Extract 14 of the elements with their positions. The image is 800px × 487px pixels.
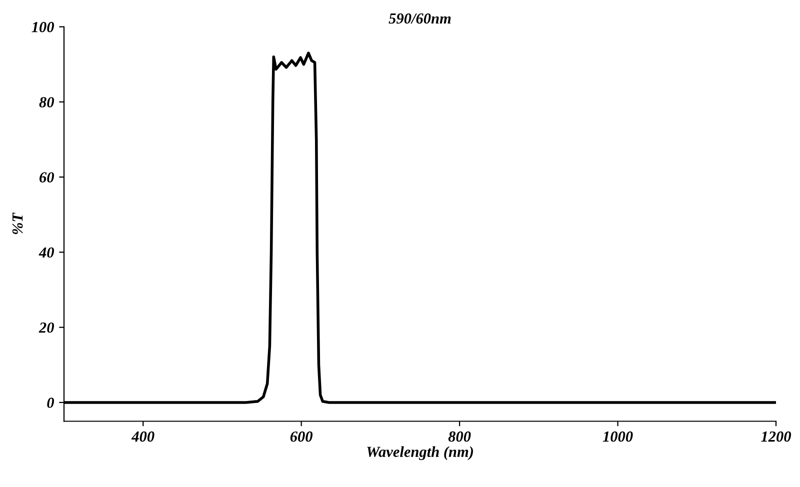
chart-title: 590/60nm	[388, 13, 451, 24]
x-tick-label: 1200	[761, 431, 792, 442]
y-tick-label: 100	[32, 22, 54, 32]
y-tick-label: 0	[47, 398, 54, 408]
y-axis-title: %T	[12, 212, 23, 234]
y-tick-label: 40	[38, 247, 54, 258]
y-tick-label: 60	[40, 172, 54, 183]
x-axis-title: Wavelength (nm)	[367, 446, 473, 460]
x-tick-label: 600	[290, 431, 313, 442]
y-tick-label: 20	[38, 322, 54, 333]
y-tick-label: 80	[39, 97, 54, 108]
x-tick-label: 1000	[602, 431, 633, 442]
x-tick-label: 400	[131, 431, 154, 442]
x-tick-label: 800	[448, 431, 471, 442]
